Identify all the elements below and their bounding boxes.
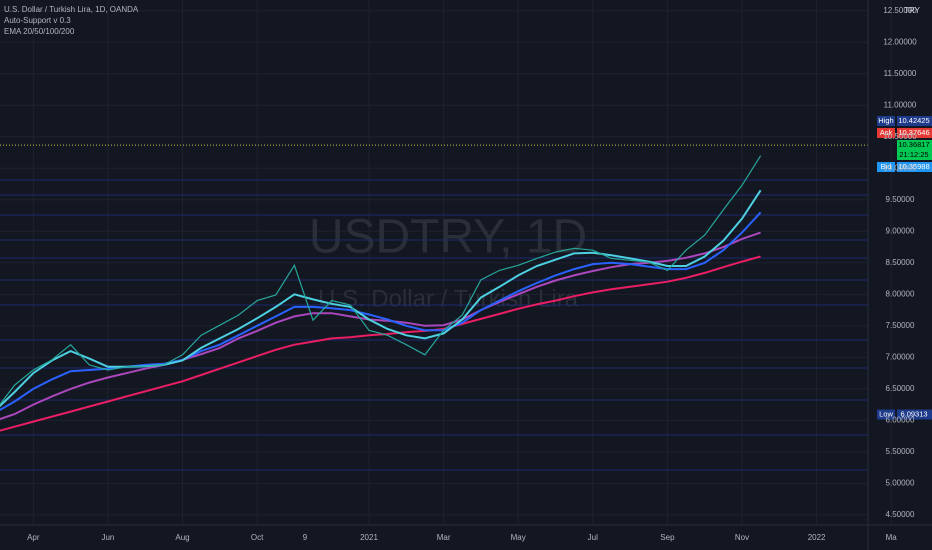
last-price-bg [897,140,932,160]
price-labels: High 10.42425 Ask 10.37646 Bid 10.35988 Low 6.0… [877,116,932,420]
y-tick-label: 10.00000 [883,163,917,172]
price-label: 10.37646 [898,128,929,137]
y-tick-label: 5.00000 [886,479,915,488]
price-label-bg [897,409,932,420]
y-tick-label: 12.50000 [883,6,917,15]
indicator-label: EMA 20/50/100/200 [4,27,75,36]
x-tick-label: Mar [437,533,451,542]
price-tag: Low [879,409,893,418]
x-tick-label: Jun [101,533,114,542]
y-tick-label: 9.00000 [886,226,915,235]
plot [0,144,868,432]
y-tick-label: 4.50000 [886,510,915,519]
price-label: 10.42425 [898,116,929,125]
y-tick-label: 9.50000 [886,195,915,204]
y-tick-label: 7.50000 [886,321,915,330]
y-tick-label: 12.00000 [883,37,917,46]
price-tag: Ask [880,128,893,137]
watermark: USDTRY, 1D [309,211,587,264]
y-tick-label: 8.50000 [886,258,915,267]
x-tick-label: Aug [175,533,189,542]
price-label: 10.35988 [898,162,929,171]
y-tick-label: 7.00000 [886,352,915,361]
price-tag: Bid [881,162,892,171]
indicator-label: Auto-Support v 0.3 [4,16,71,25]
x-tick-label: 2022 [808,533,826,542]
grid [0,0,892,525]
x-tick-label: Apr [27,533,40,542]
x-marker: 9 [303,533,308,542]
price-tag-bg [877,128,895,138]
price-tag-bg [877,162,895,172]
price-tag-bg [877,116,895,126]
support-lines [0,179,868,471]
currency-label: TRY [904,6,921,15]
last-price-label: 10.36817 [898,140,929,149]
price-label-bg [897,116,932,126]
y-tick-label: 6.00000 [886,415,915,424]
chart-title: U.S. Dollar / Turkish Lira, 1D, OANDA [4,5,139,14]
y-tick-label: 11.00000 [884,100,917,109]
y-tick-label: 11.50000 [884,69,917,78]
x-tick-label: Nov [735,533,749,542]
x-tick-label: Oct [251,533,264,542]
price-label: 6.09313 [900,409,927,418]
price-label-bg [897,162,932,172]
x-tick-label: Jul [588,533,598,542]
y-tick-label: 6.50000 [886,384,915,393]
x-tick-label: Sep [660,533,675,542]
watermark-subtitle: U.S. Dollar / Turkish Lira [318,285,579,312]
series-line [0,155,762,406]
series-line [0,255,761,432]
price-label-bg [897,128,932,138]
y-tick-label: 10.50000 [883,132,917,141]
countdown: 21:12:25 [899,150,928,159]
y-tick-label: 8.00000 [886,289,915,298]
price-tag-bg [877,409,895,420]
x-tick-label: Ma [886,533,898,542]
y-tick-label: 5.50000 [886,447,915,456]
x-tick-label: May [511,533,526,542]
x-tick-label: 2021 [360,533,378,542]
price-tag: High [878,116,893,125]
